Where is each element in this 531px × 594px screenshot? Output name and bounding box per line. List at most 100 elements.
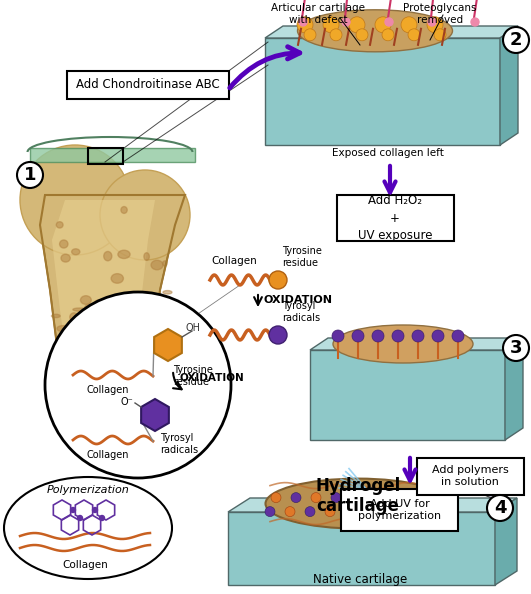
Polygon shape <box>228 498 517 512</box>
Circle shape <box>385 507 395 517</box>
Polygon shape <box>265 26 518 38</box>
Text: 1: 1 <box>24 166 36 184</box>
Polygon shape <box>30 148 195 162</box>
Ellipse shape <box>104 251 112 261</box>
Polygon shape <box>265 38 500 145</box>
Circle shape <box>431 492 441 503</box>
Text: Collagen: Collagen <box>211 256 257 266</box>
Ellipse shape <box>144 252 149 260</box>
Circle shape <box>452 330 464 342</box>
Ellipse shape <box>61 254 70 262</box>
Circle shape <box>17 162 43 188</box>
Circle shape <box>99 516 105 520</box>
Ellipse shape <box>139 335 148 340</box>
Circle shape <box>372 330 384 342</box>
Circle shape <box>297 17 313 33</box>
Circle shape <box>371 492 381 503</box>
Circle shape <box>325 507 335 517</box>
Ellipse shape <box>155 369 164 378</box>
Circle shape <box>434 29 446 41</box>
Circle shape <box>271 492 281 503</box>
Circle shape <box>392 330 404 342</box>
Ellipse shape <box>162 261 167 266</box>
Ellipse shape <box>142 291 151 300</box>
Circle shape <box>330 29 342 41</box>
Circle shape <box>351 492 361 503</box>
Circle shape <box>412 330 424 342</box>
Circle shape <box>503 335 529 361</box>
Polygon shape <box>366 487 415 516</box>
Ellipse shape <box>57 326 69 331</box>
Circle shape <box>265 507 275 517</box>
Polygon shape <box>40 195 185 430</box>
Circle shape <box>405 507 415 517</box>
Ellipse shape <box>94 300 101 309</box>
Text: Collagen: Collagen <box>87 450 129 460</box>
Text: Add H₂O₂
+
UV exposure: Add H₂O₂ + UV exposure <box>358 194 432 242</box>
Circle shape <box>269 326 287 344</box>
Ellipse shape <box>266 479 450 529</box>
Ellipse shape <box>111 274 123 283</box>
Circle shape <box>331 492 341 503</box>
FancyBboxPatch shape <box>337 195 454 241</box>
Polygon shape <box>495 498 517 585</box>
Circle shape <box>352 330 364 342</box>
FancyBboxPatch shape <box>341 489 458 531</box>
Circle shape <box>401 17 417 33</box>
Text: OH: OH <box>186 323 201 333</box>
Polygon shape <box>310 338 523 350</box>
Circle shape <box>385 18 393 26</box>
Text: Tyrosine
residue: Tyrosine residue <box>173 365 213 387</box>
Ellipse shape <box>72 249 80 255</box>
Circle shape <box>375 17 391 33</box>
Circle shape <box>71 507 75 513</box>
Circle shape <box>345 507 355 517</box>
Circle shape <box>408 29 420 41</box>
Text: Collagen: Collagen <box>87 385 129 395</box>
Polygon shape <box>154 329 182 361</box>
Ellipse shape <box>121 207 127 213</box>
Ellipse shape <box>85 304 96 311</box>
Polygon shape <box>452 475 505 503</box>
Circle shape <box>411 492 421 503</box>
Circle shape <box>503 27 529 53</box>
Text: O⁻: O⁻ <box>120 397 133 407</box>
Circle shape <box>356 29 368 41</box>
Circle shape <box>332 330 344 342</box>
Circle shape <box>427 17 443 33</box>
Circle shape <box>305 507 315 517</box>
Ellipse shape <box>116 348 130 358</box>
Ellipse shape <box>297 10 452 52</box>
Circle shape <box>471 18 479 26</box>
Ellipse shape <box>129 303 135 309</box>
Circle shape <box>291 492 301 503</box>
Circle shape <box>20 145 130 255</box>
FancyBboxPatch shape <box>67 71 229 99</box>
Text: Add UV for
polymerization: Add UV for polymerization <box>358 499 442 521</box>
Circle shape <box>304 29 316 41</box>
Ellipse shape <box>64 352 75 356</box>
Ellipse shape <box>147 304 159 308</box>
Ellipse shape <box>73 308 86 311</box>
Polygon shape <box>505 338 523 440</box>
Polygon shape <box>500 26 518 145</box>
Text: Native cartilage: Native cartilage <box>313 573 407 586</box>
Circle shape <box>269 271 287 289</box>
Ellipse shape <box>124 294 132 297</box>
Text: Add Chondroitinase ABC: Add Chondroitinase ABC <box>76 78 220 91</box>
Text: Exposed collagen left: Exposed collagen left <box>332 148 444 158</box>
Ellipse shape <box>67 328 74 334</box>
Text: Hydrogel
cartilage: Hydrogel cartilage <box>315 476 400 516</box>
Circle shape <box>428 18 436 26</box>
Ellipse shape <box>163 290 172 294</box>
Text: OXIDATION: OXIDATION <box>263 295 332 305</box>
Text: 4: 4 <box>494 499 506 517</box>
Text: Collagen: Collagen <box>62 560 108 570</box>
Polygon shape <box>141 399 169 431</box>
Text: Articular cartilage
with defect: Articular cartilage with defect <box>271 3 365 24</box>
Ellipse shape <box>4 477 172 579</box>
Circle shape <box>382 29 394 41</box>
Circle shape <box>285 507 295 517</box>
Circle shape <box>391 492 401 503</box>
Text: Proteoglycans
removed: Proteoglycans removed <box>403 3 477 24</box>
